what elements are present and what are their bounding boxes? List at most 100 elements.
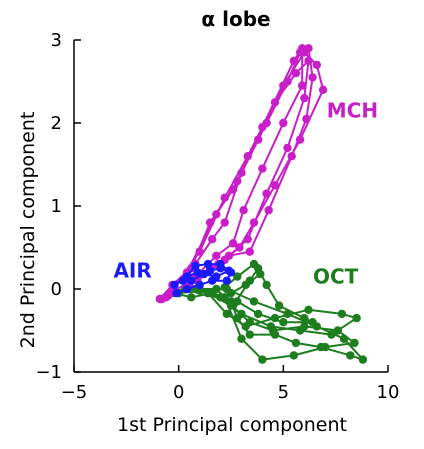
mch-data-point [220, 193, 229, 202]
oct-data-point [245, 318, 254, 327]
y-tick-label: −1 [35, 362, 62, 383]
oct-data-point [350, 338, 359, 348]
oct-data-point [258, 355, 267, 364]
mch-data-point [270, 181, 280, 190]
oct-data-point [308, 318, 317, 327]
mch-data-point [164, 291, 173, 300]
series-label-mch: MCH [327, 99, 378, 123]
air-data-point [170, 280, 179, 290]
series-oct [170, 259, 368, 364]
oct-data-point [249, 297, 259, 306]
oct-data-point [222, 309, 231, 319]
series-label-oct: OCT [313, 265, 359, 289]
chart-title: α lobe [201, 7, 270, 31]
x-tick-label: −5 [61, 382, 88, 403]
mch-data-point [291, 69, 301, 78]
oct-data-point [256, 269, 265, 279]
series-mch [155, 44, 328, 304]
mch-data-point [264, 206, 273, 215]
oct-data-point [300, 322, 309, 331]
x-tick-label: 0 [173, 382, 184, 403]
oct-data-point [352, 313, 361, 323]
mch-data-point [195, 247, 204, 256]
mch-data-point [239, 206, 248, 215]
air-data-point [216, 259, 225, 269]
axes: −5 0 5 10 −1 0 1 2 3 [35, 30, 399, 403]
y-tick-label: 3 [51, 30, 62, 51]
mch-data-point [289, 56, 298, 65]
mch-data-point [308, 73, 317, 82]
series-labels: AIR MCH OCT [113, 99, 378, 289]
oct-data-point [241, 280, 250, 290]
mch-data-point [283, 143, 292, 153]
air-data-point [195, 280, 204, 290]
series-air [170, 259, 236, 298]
y-tick-label: 1 [51, 196, 62, 217]
oct-data-point [304, 305, 313, 314]
oct-data-point [233, 272, 242, 281]
series-label-air: AIR [113, 259, 151, 283]
y-tick-label: 2 [51, 113, 62, 134]
oct-data-point [279, 318, 288, 327]
oct-data-point [208, 288, 217, 298]
air-data-point [222, 276, 231, 285]
mch-data-point [295, 135, 305, 144]
oct-data-point [327, 330, 336, 339]
air-data-point [193, 268, 202, 277]
oct-data-point [300, 313, 309, 323]
mch-data-point [212, 251, 221, 260]
oct-data-point [289, 351, 298, 360]
mch-data-point [220, 218, 229, 227]
mch-data-point [304, 56, 313, 65]
mch-data-point [318, 85, 328, 95]
mch-data-point [270, 98, 280, 107]
mch-data-point [298, 44, 307, 53]
mch-data-point [300, 93, 309, 103]
mch-data-point [243, 235, 252, 244]
oct-data-point [337, 309, 347, 319]
air-data-point [224, 266, 234, 275]
x-axis-label: 1st Principal component [117, 414, 347, 436]
air-data-point [199, 269, 208, 279]
oct-data-point [346, 351, 355, 360]
mch-data-point [157, 294, 167, 304]
mch-data-point [298, 81, 307, 90]
oct-data-point [187, 293, 196, 302]
mch-data-point [208, 235, 217, 244]
mch-trajectory-line [159, 47, 314, 300]
plot-area [155, 44, 368, 364]
oct-data-point [291, 338, 301, 348]
air-data-point [203, 259, 213, 269]
oct-data-point [262, 280, 271, 290]
mch-data-point [243, 152, 252, 161]
mch-data-point [228, 239, 238, 248]
oct-data-point [268, 326, 278, 335]
oct-data-point [254, 309, 263, 319]
oct-data-point [249, 259, 259, 269]
air-data-point [187, 276, 196, 285]
air-data-point [212, 272, 221, 281]
mch-data-point [262, 189, 271, 198]
oct-data-point [333, 326, 342, 335]
oct-data-point [245, 330, 254, 339]
y-tick-label: 0 [51, 279, 62, 300]
mch-data-point [258, 164, 267, 173]
oct-data-point [321, 342, 330, 352]
oct-data-point [274, 301, 284, 310]
oct-data-point [237, 334, 246, 343]
y-axis-label: 2nd Principal component [17, 112, 39, 349]
oct-data-point [220, 283, 229, 292]
air-data-point [172, 288, 181, 298]
oct-data-point [358, 355, 368, 364]
mch-data-point [245, 247, 254, 256]
x-tick-label: 5 [278, 382, 289, 403]
oct-data-point [233, 297, 242, 306]
air-data-point [178, 276, 188, 285]
mch-data-point [279, 118, 288, 128]
air-data-point [191, 261, 200, 270]
air-data-point [205, 266, 215, 275]
x-tick-label: 10 [377, 382, 400, 403]
mch-data-point [312, 60, 321, 70]
air-data-point [182, 284, 192, 294]
